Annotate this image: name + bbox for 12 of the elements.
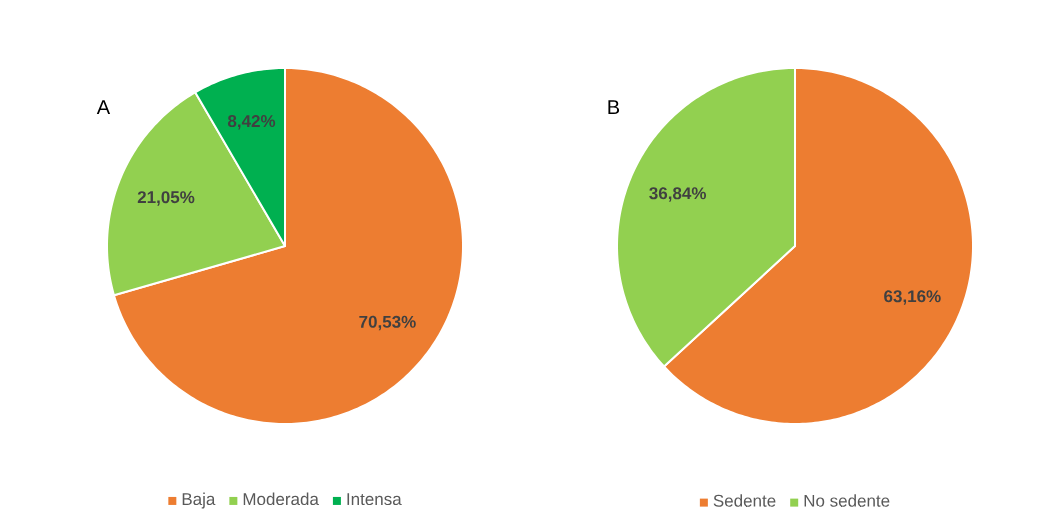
legend-label: Sedente <box>713 494 776 507</box>
data-label: 21,05% <box>137 191 195 206</box>
data-label: 36,84% <box>649 187 707 202</box>
legend-label: No sedente <box>804 494 890 507</box>
data-label: 63,16% <box>884 290 941 305</box>
data-label: 70,53% <box>359 315 416 331</box>
legend-label: Moderada <box>243 492 319 506</box>
legend-label: Intensa <box>347 493 402 506</box>
text: B <box>608 100 620 115</box>
legend-label: Baja <box>182 492 216 509</box>
data-label: 8,42% <box>227 115 276 130</box>
text: A <box>96 100 111 115</box>
